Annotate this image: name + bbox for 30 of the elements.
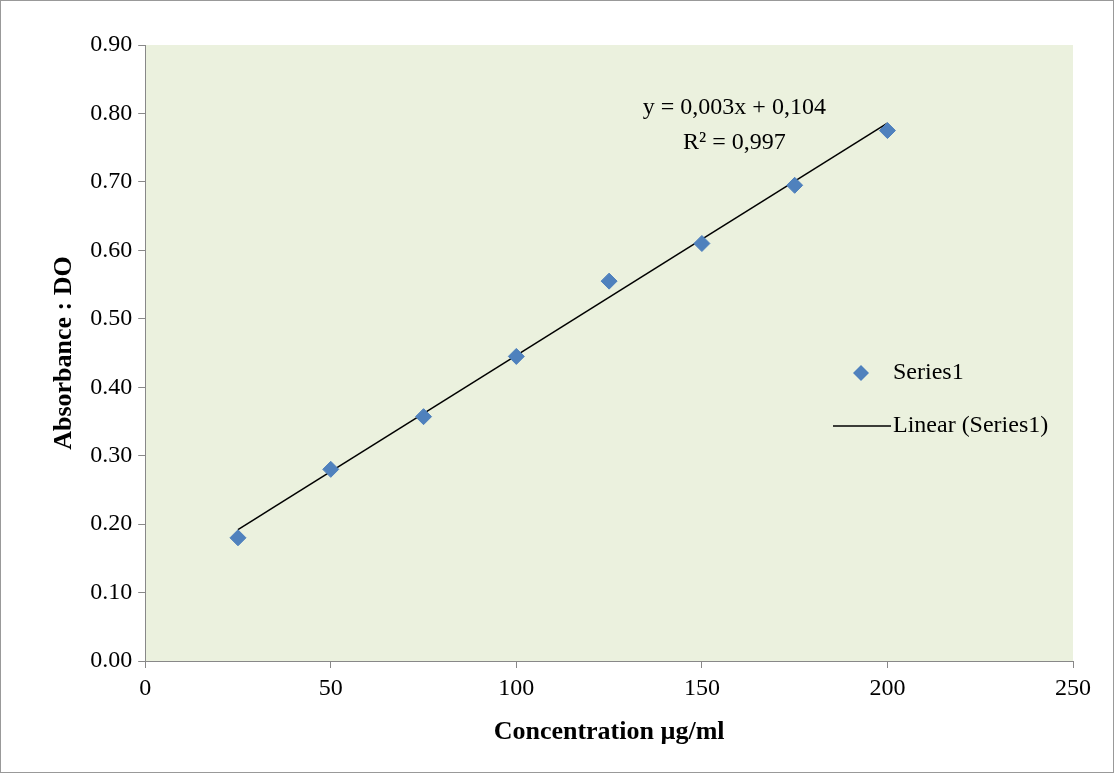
point (786, 176, 804, 194)
point (415, 408, 433, 426)
point (600, 272, 618, 290)
annotation: y = 0,003x + 0,104 (642, 93, 826, 120)
x-tick-label: 200 (869, 673, 906, 700)
x-tick-label: 0 (139, 673, 152, 700)
legend-label: Linear (Series1) (893, 411, 1049, 438)
legend-label: Series1 (893, 358, 964, 385)
y-tick-label: 0.40 (90, 372, 133, 399)
annotation: R² = 0,997 (682, 128, 786, 155)
point (229, 529, 247, 547)
x-tick-label: 150 (683, 673, 720, 700)
point (878, 122, 896, 140)
point (693, 234, 711, 252)
x-axis-title: Concentration µg/ml (493, 716, 725, 746)
y-tick-label: 0.00 (90, 646, 133, 673)
y-axis-title: Absorbance : DO (48, 256, 78, 450)
y-tick-label: 0.70 (90, 167, 133, 194)
y-tick-label: 0.30 (90, 440, 133, 467)
y-tick-label: 0.10 (90, 577, 133, 604)
y-tick-label: 0.50 (90, 304, 133, 331)
point (322, 460, 340, 478)
y-tick-label: 0.20 (90, 509, 133, 536)
x-tick-label: 250 (1055, 673, 1091, 700)
x-tick-label: 100 (498, 673, 535, 700)
point (507, 347, 525, 365)
y-tick-label: 0.80 (90, 98, 133, 125)
x-tick-label: 50 (318, 673, 343, 700)
y-tick-label: 0.90 (90, 30, 133, 57)
y-tick-label: 0.60 (90, 235, 133, 262)
